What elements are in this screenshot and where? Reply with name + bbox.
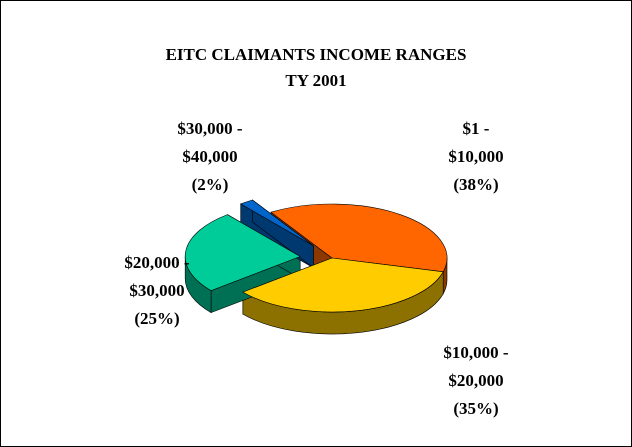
slice-label: $30,000 - $40,000 (2%) xyxy=(177,119,243,194)
value-label: (38%) xyxy=(453,175,498,194)
chart-subtitle: TY 2001 xyxy=(285,71,346,90)
slice xyxy=(184,214,301,291)
category-line: $10,000 - xyxy=(443,343,509,362)
slice xyxy=(270,203,448,273)
category-label: $1 - $10,000 xyxy=(448,119,503,166)
value-label: (35%) xyxy=(453,399,498,418)
category-label: $30,000 - $40,000 xyxy=(177,119,243,166)
category-label: $20,000 - $30,000 xyxy=(124,253,190,300)
category-line: $20,000 xyxy=(448,371,503,390)
value-label: (25%) xyxy=(134,309,179,328)
category-line: $10,000 xyxy=(448,147,503,166)
category-line: $30,000 - xyxy=(177,119,243,138)
category-line: $40,000 xyxy=(182,147,237,166)
category-label: $10,000 - $20,000 xyxy=(443,343,509,390)
slice-label: $20,000 - $30,000 (25%) xyxy=(124,253,190,328)
category-line: $30,000 xyxy=(129,281,184,300)
slice xyxy=(242,257,444,313)
slice-label: $10,000 - $20,000 (35%) xyxy=(443,343,509,418)
category-line: $20,000 - xyxy=(124,253,190,272)
value-label: (2%) xyxy=(192,175,229,194)
slice xyxy=(239,199,314,247)
category-line: $1 - xyxy=(463,119,490,138)
chart-title: EITC CLAIMANTS INCOME RANGES xyxy=(166,45,467,64)
slice-label: $1 - $10,000 (38%) xyxy=(448,119,503,194)
